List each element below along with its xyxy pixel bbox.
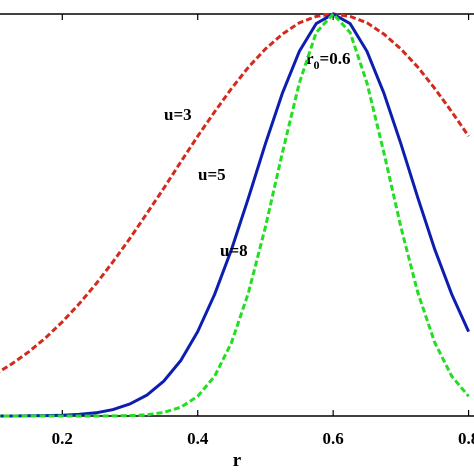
x-tick-label: 0.4 xyxy=(187,429,209,448)
r0-base: r xyxy=(306,49,314,68)
series-label: u=5 xyxy=(198,165,226,184)
x-tick-label: 0.8 xyxy=(458,429,474,448)
r0-value: =0.6 xyxy=(320,49,351,68)
series-line xyxy=(0,12,470,374)
x-tick-label: 0.6 xyxy=(323,429,344,448)
series-label: u=3 xyxy=(164,105,192,124)
series-line xyxy=(0,11,470,418)
series-label: u=8 xyxy=(220,241,248,260)
x-tick-label: 0.2 xyxy=(52,429,73,448)
series-line xyxy=(0,12,470,418)
r0-annotation: r0=0.6 xyxy=(306,49,350,72)
r0-sub: 0 xyxy=(314,58,320,72)
x-axis-label: r xyxy=(233,450,242,471)
